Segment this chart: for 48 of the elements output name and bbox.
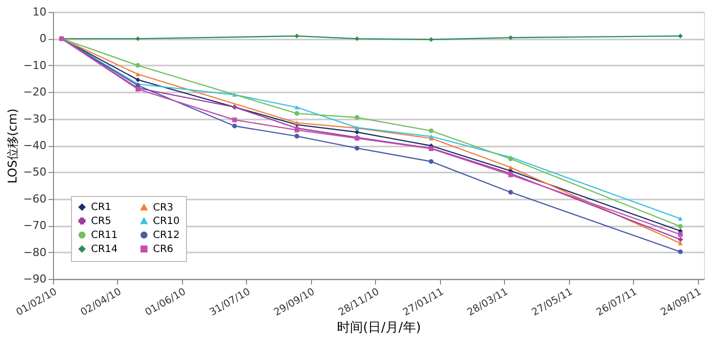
point (678, 237, 683, 242)
point (508, 35, 513, 40)
point (232, 124, 237, 128)
point (354, 115, 360, 120)
point (294, 120, 300, 125)
y-tick-label: −40 (23, 139, 46, 152)
legend-label: CR14 (91, 244, 118, 255)
y-tick-label: −20 (23, 86, 46, 99)
point (136, 63, 140, 68)
point (678, 241, 683, 246)
point (678, 34, 683, 38)
point (136, 77, 140, 82)
point (294, 105, 300, 110)
legend-label: CR11 (91, 230, 118, 241)
y-tick-label: −90 (23, 272, 46, 286)
legend-label: CR3 (153, 202, 174, 214)
point (678, 224, 683, 229)
x-axis-title: 时间(日/月/年) (337, 320, 421, 336)
point (678, 249, 683, 254)
point (294, 111, 300, 116)
point (354, 36, 360, 42)
legend-label: CR6 (153, 244, 174, 255)
point (428, 128, 434, 134)
point (136, 36, 140, 42)
point (678, 232, 683, 237)
legend-label: CR10 (153, 216, 180, 227)
point (508, 165, 513, 170)
point (232, 118, 237, 122)
point (508, 190, 513, 195)
y-tick-label: 0 (40, 32, 46, 46)
y-axis-title: LOS位移(cm) (5, 108, 20, 184)
legend-label: CR5 (91, 216, 112, 227)
legend-label: CR1 (91, 202, 112, 214)
y-tick-label: −30 (23, 112, 46, 126)
point (354, 146, 360, 151)
y-tick-label: −50 (23, 166, 46, 179)
y-tick-label: 10 (32, 6, 46, 18)
y-tick-label: −80 (23, 246, 46, 259)
point (294, 34, 300, 38)
point (294, 134, 300, 138)
y-tick-label: −10 (23, 58, 46, 72)
y-tick-label: −60 (23, 192, 46, 206)
point (232, 92, 237, 97)
point (428, 37, 434, 42)
point (354, 130, 360, 134)
legend-label: CR12 (153, 230, 180, 241)
point (428, 159, 434, 164)
y-tick-label: −70 (23, 219, 46, 232)
